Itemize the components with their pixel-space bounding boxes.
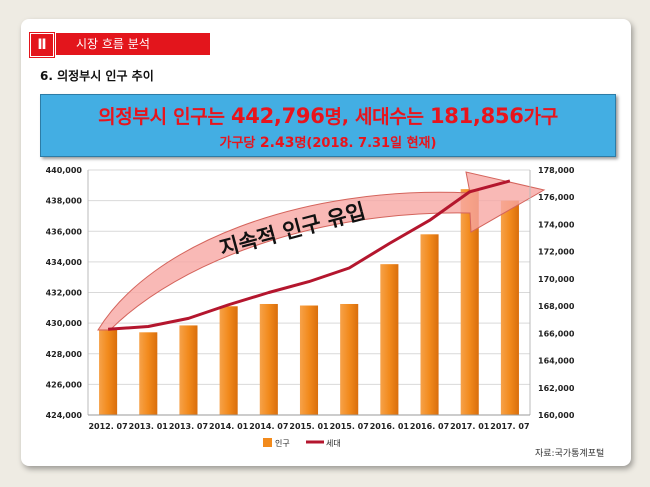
population-bars xyxy=(99,189,519,415)
population-bar xyxy=(460,189,479,415)
population-bar xyxy=(139,332,158,415)
summary-banner: 의정부시 인구는 442,796명, 세대수는 181,856가구 가구당 2.… xyxy=(40,94,616,157)
y-left-tick-label: 424,000 xyxy=(46,411,83,420)
legend-label-household: 세대 xyxy=(326,439,341,448)
y-right-tick-label: 162,000 xyxy=(538,384,575,393)
y-right-tick-label: 164,000 xyxy=(538,357,575,366)
section-title: 시장 흐름 분석 xyxy=(56,33,210,55)
legend: 인구 세대 xyxy=(263,438,341,448)
population-bar xyxy=(340,303,359,415)
x-tick-label: 2014. 07 xyxy=(249,422,288,431)
legend-label-population: 인구 xyxy=(275,438,290,448)
y-right-tick-label: 172,000 xyxy=(538,248,575,257)
y-left-tick-label: 438,000 xyxy=(46,197,83,206)
y-right-tick-label: 176,000 xyxy=(538,193,575,202)
y-right-tick-label: 170,000 xyxy=(538,275,575,284)
x-tick-label: 2014. 01 xyxy=(209,422,249,431)
banner-per-household: 2.43 xyxy=(259,135,295,151)
population-bar xyxy=(380,264,399,415)
y-axis-right: 160,000 162,000 164,000 166,000 168,000 170,0… xyxy=(529,166,575,420)
growth-arrow xyxy=(97,171,546,331)
y-right-tick-label: 174,000 xyxy=(538,220,575,229)
y-left-tick-label: 428,000 xyxy=(46,350,83,359)
y-right-tick-label: 160,000 xyxy=(538,411,575,420)
source-note: 자료:국가통계포털 xyxy=(535,449,605,459)
slide-card xyxy=(21,19,631,466)
banner-text-1c: 가구 xyxy=(523,106,559,128)
population-bar xyxy=(179,325,198,415)
y-left-tick-label: 430,000 xyxy=(46,319,83,328)
banner-text-2c: 일 현재) xyxy=(390,136,437,151)
y-left-tick-label: 434,000 xyxy=(46,258,83,267)
x-tick-label: 2016. 07 xyxy=(410,422,449,431)
y-right-tick-label: 166,000 xyxy=(538,329,575,338)
banner-households: 181,856 xyxy=(429,104,524,128)
population-bar xyxy=(219,306,238,415)
banner-text-2a: 가구당 xyxy=(219,136,260,151)
x-tick-label: 2016. 01 xyxy=(370,422,410,431)
chart-subtitle: 6. 의정부시 인구 추이 xyxy=(40,69,154,83)
y-right-tick-label: 168,000 xyxy=(538,302,575,311)
banner-text-2b: 명( xyxy=(294,136,313,151)
x-tick-label: 2017. 01 xyxy=(450,422,490,431)
population-bar xyxy=(500,200,519,415)
x-tick-label: 2017. 07 xyxy=(490,422,529,431)
x-tick-label: 2012. 07 xyxy=(88,422,127,431)
banner-line-2: 가구당 2.43명(2018. 7.31일 현재) xyxy=(41,132,615,151)
household-line xyxy=(107,179,511,331)
y-axis-left: 424,000 426,000 428,000 430,000 432,000 434,0… xyxy=(46,166,89,420)
population-bar xyxy=(299,305,319,415)
banner-text-1b: 명, 세대수는 xyxy=(324,106,430,128)
x-tick-label: 2015. 01 xyxy=(289,422,329,431)
section-number-badge: Ⅱ xyxy=(30,33,54,57)
x-tick-label: 2013. 07 xyxy=(169,422,208,431)
x-axis: 2012. 07 2013. 01 2013. 07 2014. 01 2014. 07… xyxy=(88,414,530,431)
household-line-layer xyxy=(107,179,511,331)
population-bar xyxy=(99,329,118,415)
legend-swatch-population xyxy=(263,438,272,447)
population-bar xyxy=(259,303,278,415)
y-right-tick-label: 178,000 xyxy=(538,166,575,175)
y-left-tick-label: 432,000 xyxy=(46,289,83,298)
y-left-tick-label: 440,000 xyxy=(46,166,83,175)
banner-date: 2018. 7.31 xyxy=(312,136,391,151)
banner-text-1a: 의정부시 인구는 xyxy=(98,106,231,128)
y-left-tick-label: 426,000 xyxy=(46,380,83,389)
banner-population: 442,796 xyxy=(230,104,325,128)
x-tick-label: 2015. 07 xyxy=(330,422,369,431)
y-left-tick-label: 436,000 xyxy=(46,227,83,236)
population-bar xyxy=(420,234,439,415)
banner-line-1: 의정부시 인구는 442,796명, 세대수는 181,856가구 xyxy=(41,102,615,129)
x-tick-label: 2013. 01 xyxy=(129,422,169,431)
